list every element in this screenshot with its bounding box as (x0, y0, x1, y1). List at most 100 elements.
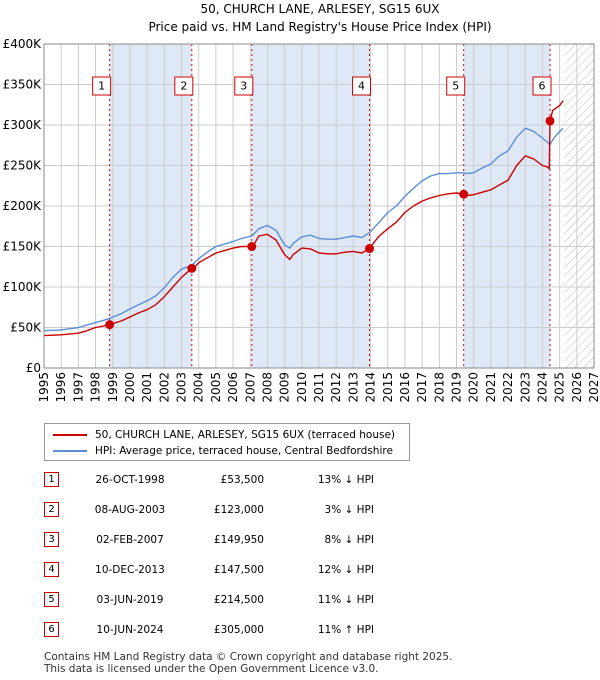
transaction-date: 02-FEB-2007 (96, 534, 164, 546)
transaction-number: 4 (44, 562, 59, 577)
transaction-price: £53,500 (220, 474, 264, 486)
transaction-date: 10-JUN-2024 (96, 624, 164, 636)
x-tick-label: 2012 (329, 372, 343, 403)
x-tick-label: 2022 (501, 372, 515, 403)
transaction-hpi: 13% ↓ HPI (317, 474, 374, 486)
transaction-number: 1 (44, 472, 59, 487)
x-tick-label: 2018 (432, 372, 446, 403)
x-tick-label: 2021 (484, 372, 498, 403)
plot-frame (43, 43, 595, 369)
table-row: 1 26-OCT-1998 £53,500 13% ↓ HPI (44, 472, 384, 492)
legend-label-hpi: HPI: Average price, terraced house, Cent… (95, 445, 393, 457)
sale-marker-label-5: 5 (452, 80, 459, 93)
footer-attribution: Contains HM Land Registry data © Crown c… (44, 651, 452, 675)
sale-point-1 (105, 320, 115, 330)
transaction-price: £214,500 (213, 594, 264, 606)
table-row: 3 02-FEB-2007 £149,950 8% ↓ HPI (44, 532, 384, 552)
legend-label-property: 50, CHURCH LANE, ARLESEY, SG15 6UX (terr… (95, 429, 396, 441)
x-tick-label: 2024 (535, 372, 549, 403)
transaction-price: £149,950 (213, 534, 264, 546)
transaction-number: 2 (44, 502, 59, 517)
y-tick-label: £0 (26, 361, 41, 375)
x-tick-label: 2007 (243, 372, 257, 403)
chart-subtitle: Price paid vs. HM Land Registry's House … (148, 20, 491, 34)
sale-point-3 (247, 242, 257, 252)
transaction-date: 03-JUN-2019 (96, 594, 164, 606)
sale-marker-label-3: 3 (240, 80, 247, 93)
transaction-hpi: 12% ↓ HPI (317, 564, 374, 576)
legend-swatch-blue (53, 450, 87, 452)
sale-marker-label-1: 1 (98, 80, 105, 93)
transaction-number: 3 (44, 532, 59, 547)
transaction-price: £123,000 (213, 504, 264, 516)
y-tick-label: £300K (3, 118, 43, 132)
transaction-hpi: 3% ↓ HPI (324, 504, 374, 516)
transaction-price: £305,000 (213, 624, 264, 636)
chart-title: 50, CHURCH LANE, ARLESEY, SG15 6UX (200, 2, 439, 16)
hpi-line (43, 127, 564, 332)
table-row: 5 03-JUN-2019 £214,500 11% ↓ HPI (44, 592, 384, 612)
sale-marker-label-6: 6 (539, 80, 546, 93)
legend-entry-hpi: HPI: Average price, terraced house, Cent… (53, 444, 393, 458)
sale-point-6 (545, 116, 555, 126)
x-tick-label: 2000 (123, 372, 137, 403)
x-tick-label: 2003 (175, 372, 189, 403)
sale-marker-box-4 (352, 76, 372, 96)
y-tick-label: £350K (3, 78, 43, 92)
sale-point-5 (459, 189, 469, 199)
sale-marker-label-4: 4 (358, 80, 365, 93)
sale-marker-label-2: 2 (180, 80, 187, 93)
x-tick-label: 2009 (278, 372, 292, 403)
price-chart: 50, CHURCH LANE, ARLESEY, SG15 6UX Price… (3, 2, 600, 403)
x-tick-label: 2019 (450, 372, 464, 403)
y-tick-label: £250K (3, 159, 43, 173)
x-tick-label: 1999 (106, 372, 120, 403)
x-tick-label: 2002 (157, 372, 171, 403)
footer-line-1: Contains HM Land Registry data © Crown c… (44, 651, 453, 663)
table-row: 2 08-AUG-2003 £123,000 3% ↓ HPI (44, 502, 384, 522)
footer-line-2: This data is licensed under the Open Gov… (44, 663, 379, 675)
transaction-date: 26-OCT-1998 (95, 474, 165, 486)
transaction-hpi: 8% ↓ HPI (324, 534, 374, 546)
x-tick-label: 2020 (467, 372, 481, 403)
transaction-hpi: 11% ↑ HPI (317, 624, 374, 636)
sale-marker-box-2 (174, 76, 194, 96)
x-tick-label: 2016 (398, 372, 412, 403)
x-tick-label: 2006 (226, 372, 240, 403)
x-tick-label: 2027 (587, 372, 600, 403)
chart-legend: 50, CHURCH LANE, ARLESEY, SG15 6UX (terr… (44, 423, 410, 461)
x-tick-label: 2014 (364, 372, 378, 403)
x-tick-label: 2011 (312, 372, 326, 403)
sale-marker-box-6 (532, 76, 552, 96)
x-tick-label: 2013 (346, 372, 360, 403)
transaction-number: 5 (44, 592, 59, 607)
x-tick-label: 1996 (54, 372, 68, 403)
property-price-line (43, 100, 564, 337)
y-tick-label: £100K (3, 280, 43, 294)
x-tick-label: 2023 (518, 372, 532, 403)
transaction-hpi: 11% ↓ HPI (317, 594, 374, 606)
y-tick-label: £50K (10, 321, 42, 335)
transaction-number: 6 (44, 622, 59, 637)
sale-marker-box-5 (446, 76, 466, 96)
x-tick-label: 2010 (295, 372, 309, 403)
x-tick-label: 2026 (570, 372, 584, 403)
table-row: 4 10-DEC-2013 £147,500 12% ↓ HPI (44, 562, 384, 582)
x-tick-label: 1997 (71, 372, 85, 403)
sale-point-4 (365, 244, 375, 254)
legend-swatch-red (53, 434, 87, 436)
y-tick-label: £200K (3, 199, 43, 213)
sale-marker-box-1 (92, 76, 112, 96)
x-tick-label: 2001 (140, 372, 154, 403)
x-tick-label: 2015 (381, 372, 395, 403)
x-tick-label: 2004 (192, 372, 206, 403)
table-row: 6 10-JUN-2024 £305,000 11% ↑ HPI (44, 622, 384, 642)
x-tick-label: 1998 (89, 372, 103, 403)
y-tick-label: £400K (3, 37, 43, 51)
legend-entry-property: 50, CHURCH LANE, ARLESEY, SG15 6UX (terr… (53, 428, 395, 442)
x-tick-label: 2008 (260, 372, 274, 403)
transaction-date: 10-DEC-2013 (95, 564, 165, 576)
x-tick-label: 1995 (37, 372, 51, 403)
x-tick-label: 2025 (553, 372, 567, 403)
x-tick-label: 2017 (415, 372, 429, 403)
